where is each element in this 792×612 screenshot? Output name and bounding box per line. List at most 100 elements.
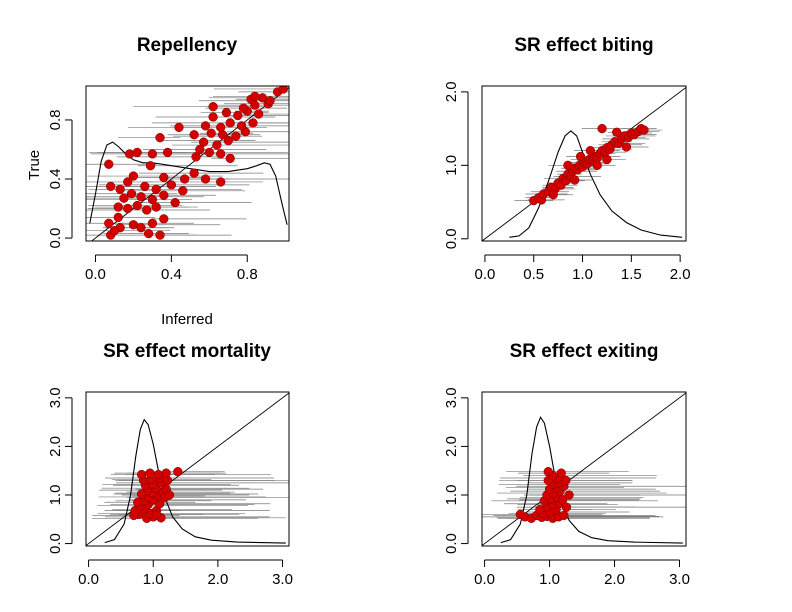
x-axis-label: Inferred xyxy=(161,311,213,328)
data-point xyxy=(233,110,243,121)
data-point xyxy=(151,202,161,212)
x-tick-label: 0.4 xyxy=(161,266,182,283)
data-point xyxy=(119,193,129,203)
data-point xyxy=(191,152,201,162)
data-point xyxy=(113,202,123,212)
plot-area: 0.0 1.0 2.0 3.0 0.0 1.0 2.0 3.0 xyxy=(443,387,690,588)
data-point xyxy=(195,144,205,155)
data-point xyxy=(559,510,569,521)
data-point xyxy=(585,145,595,156)
data-point xyxy=(597,123,607,134)
y-tick-label: 0.0 xyxy=(47,228,64,249)
panel-repellency: Repellency Inferred True 0.0 0.4 0.8 0.0 0.4… xyxy=(26,35,290,328)
x-tick-label: 1.5 xyxy=(621,266,642,283)
data-point xyxy=(189,168,199,178)
data-point xyxy=(132,147,142,158)
y-tick-label: 3.0 xyxy=(47,387,64,408)
data-point xyxy=(238,103,249,113)
plot-frame xyxy=(481,391,687,547)
data-point xyxy=(115,184,125,194)
chart-title: SR effect exiting xyxy=(510,341,659,362)
data-point xyxy=(174,122,184,132)
x-tick-label: 0.8 xyxy=(237,266,258,283)
data-point xyxy=(126,189,137,199)
data-point xyxy=(147,195,158,205)
data-point xyxy=(621,142,632,152)
x-tick-label: 1.0 xyxy=(572,266,593,283)
data-point xyxy=(216,122,226,132)
identity-line xyxy=(482,392,686,546)
y-axis-label: True xyxy=(26,150,43,180)
x-tick-label: 0.0 xyxy=(474,266,495,283)
plot-area: 0.0 1.0 2.0 3.0 0.0 1.0 2.0 3.0 xyxy=(47,387,293,588)
density-curve xyxy=(89,141,288,225)
density-curve xyxy=(509,130,683,238)
data-point xyxy=(248,118,258,128)
data-point xyxy=(198,137,209,147)
chart-title: Repellency xyxy=(137,35,238,56)
data-point xyxy=(561,475,571,486)
x-tick-label: 3.0 xyxy=(272,571,293,588)
data-point xyxy=(250,91,260,101)
data-point xyxy=(173,467,183,477)
panel-sr-effect-biting: SR effect biting 0.0 0.5 1.0 1.5 2.0 0.0 1.0 2.… xyxy=(443,35,691,283)
panel-sr-effect-mortality: SR effect mortality 0.0 1.0 2.0 3.0 0.0 1.0 2.… xyxy=(47,341,293,588)
x-tick-label: 0.5 xyxy=(523,266,544,283)
data-point xyxy=(556,468,566,478)
data-point xyxy=(123,177,133,187)
data-point xyxy=(543,467,553,477)
y-tick-label: 2.0 xyxy=(443,436,460,457)
data-point xyxy=(145,468,155,478)
y-tick-label: 1.0 xyxy=(443,155,460,176)
data-point xyxy=(208,112,218,122)
data-point xyxy=(133,497,143,507)
density-curve xyxy=(104,418,286,544)
data-point xyxy=(221,107,232,118)
x-tick-label: 0.0 xyxy=(85,266,106,283)
data-point xyxy=(253,109,264,119)
data-point xyxy=(136,192,146,202)
chart-title: SR effect mortality xyxy=(103,341,271,362)
data-point xyxy=(136,469,147,480)
panel-sr-effect-exiting: SR effect exiting 0.0 1.0 2.0 3.0 0.0 1.0 2.0 3… xyxy=(443,341,690,588)
y-tick-label: 0.8 xyxy=(47,110,64,131)
data-point xyxy=(639,125,649,135)
data-point xyxy=(216,177,226,187)
identity-line xyxy=(86,392,289,546)
y-tick-label: 2.0 xyxy=(47,436,64,457)
data-point xyxy=(151,509,162,520)
plot-contents xyxy=(86,392,289,546)
data-point xyxy=(206,128,216,138)
chart-title: SR effect biting xyxy=(514,35,653,56)
data-point xyxy=(265,96,275,106)
data-point xyxy=(159,172,169,183)
plot-area: 0.0 0.5 1.0 1.5 2.0 0.0 1.0 2.0 xyxy=(443,81,691,283)
data-point xyxy=(155,133,165,143)
data-point xyxy=(164,490,175,500)
data-point xyxy=(147,149,158,159)
x-tick-label: 1.0 xyxy=(539,571,560,588)
plot-contents xyxy=(482,392,686,546)
data-point xyxy=(570,175,580,185)
x-tick-label: 2.0 xyxy=(670,266,691,283)
data-point xyxy=(136,223,146,233)
plot-frame xyxy=(85,85,290,242)
data-point xyxy=(104,218,114,228)
data-point xyxy=(142,205,152,215)
data-point xyxy=(208,102,218,112)
data-point xyxy=(136,489,147,499)
data-point xyxy=(113,212,123,223)
data-point xyxy=(180,174,190,184)
data-point xyxy=(575,151,586,162)
data-point xyxy=(106,181,116,192)
y-tick-label: 0.4 xyxy=(47,169,64,190)
data-point xyxy=(162,147,173,158)
data-point xyxy=(515,509,525,520)
data-point xyxy=(159,214,169,224)
y-tick-label: 1.0 xyxy=(443,485,460,506)
y-tick-label: 2.0 xyxy=(443,81,460,102)
data-point xyxy=(170,197,180,208)
data-point xyxy=(225,153,235,163)
data-point xyxy=(278,86,288,94)
